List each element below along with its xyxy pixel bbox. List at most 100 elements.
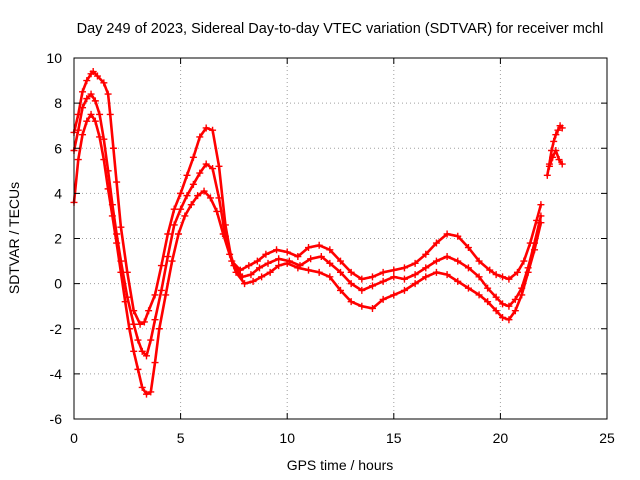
data-point	[520, 257, 528, 265]
y-tick-label: 6	[54, 140, 62, 156]
data-point	[189, 180, 197, 188]
data-point	[200, 187, 208, 195]
data-point	[104, 90, 112, 98]
y-tick-label: -4	[50, 366, 63, 382]
data-point	[464, 284, 472, 292]
data-point	[266, 268, 274, 276]
data-point	[226, 250, 234, 258]
data-point	[368, 273, 376, 281]
data-point	[379, 277, 387, 285]
y-tick-label: 4	[54, 185, 62, 201]
data-point	[543, 171, 551, 179]
data-point	[400, 275, 408, 283]
data-point	[209, 126, 217, 134]
data-point	[164, 230, 172, 238]
data-point	[174, 230, 182, 238]
data-point	[558, 124, 566, 132]
data-point	[170, 221, 178, 229]
data-point	[151, 316, 159, 324]
data-point	[358, 302, 366, 310]
data-point	[537, 219, 545, 227]
data-point	[262, 250, 270, 258]
data-point	[136, 320, 144, 328]
data-point	[206, 194, 214, 202]
data-point	[177, 189, 185, 197]
data-point	[454, 277, 462, 285]
data-point	[283, 259, 291, 267]
data-point	[181, 212, 189, 220]
data-point	[247, 271, 255, 279]
data-point	[511, 307, 519, 315]
data-point	[283, 248, 291, 256]
data-point	[555, 156, 563, 164]
data-point	[432, 257, 440, 265]
data-point	[147, 336, 155, 344]
data-point	[202, 124, 210, 132]
data-point	[113, 239, 121, 247]
data-point	[558, 160, 566, 168]
data-point	[93, 72, 101, 80]
data-point	[255, 264, 263, 272]
y-tick-label: 10	[46, 50, 62, 66]
y-tick-label: 0	[54, 276, 62, 292]
data-point	[432, 239, 440, 247]
data-point	[454, 232, 462, 240]
data-point	[422, 250, 430, 258]
data-point	[130, 320, 138, 328]
data-point	[241, 280, 249, 288]
data-point	[545, 162, 553, 170]
data-point	[140, 318, 148, 326]
data-point	[194, 192, 202, 200]
data-point	[273, 246, 281, 254]
data-point	[484, 284, 492, 292]
data-point	[117, 268, 125, 276]
data-point	[443, 271, 451, 279]
data-point	[89, 68, 97, 76]
x-tick-label: 20	[493, 430, 509, 446]
x-tick-label: 10	[279, 430, 295, 446]
data-point	[307, 255, 315, 263]
data-point	[134, 365, 142, 373]
data-point	[123, 268, 131, 276]
data-point	[499, 313, 507, 321]
data-point	[79, 88, 87, 96]
data-point	[549, 153, 557, 161]
data-point	[147, 388, 155, 396]
data-point	[531, 246, 539, 254]
data-point	[202, 160, 210, 168]
data-point	[151, 291, 159, 299]
data-point	[74, 156, 82, 164]
data-point	[422, 264, 430, 272]
data-point	[432, 268, 440, 276]
y-tick-label: -6	[50, 411, 63, 427]
data-point	[170, 205, 178, 213]
data-point	[164, 253, 172, 261]
data-point	[505, 275, 513, 283]
data-point	[443, 230, 451, 238]
data-point	[275, 255, 283, 263]
data-point	[475, 273, 483, 281]
data-point	[326, 259, 334, 267]
data-point	[484, 298, 492, 306]
data-point	[499, 273, 507, 281]
data-point	[315, 241, 323, 249]
data-point	[275, 262, 283, 270]
data-point	[189, 153, 197, 161]
data-point	[315, 268, 323, 276]
y-tick-label: 2	[54, 231, 62, 247]
data-point	[104, 185, 112, 193]
data-point	[96, 110, 104, 118]
data-point	[368, 282, 376, 290]
x-axis-label: GPS time / hours	[287, 457, 394, 473]
data-point	[219, 230, 227, 238]
data-point	[492, 271, 500, 279]
data-point	[337, 268, 344, 276]
data-point	[232, 268, 240, 276]
data-point	[390, 266, 398, 274]
data-point	[505, 316, 513, 324]
chart-title: Day 249 of 2023, Sidereal Day-to-day VTE…	[77, 21, 604, 37]
data-point	[157, 286, 165, 294]
data-point	[100, 79, 108, 87]
series-group	[70, 68, 566, 398]
